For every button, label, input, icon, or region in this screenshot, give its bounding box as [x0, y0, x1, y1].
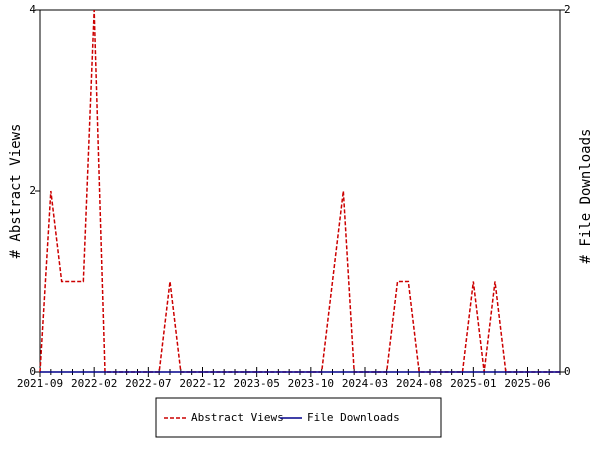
y2-axis-label: # File Downloads	[578, 129, 594, 264]
x-tick-label: 2021-09	[17, 377, 63, 390]
y2-tick-label: 2	[564, 3, 571, 16]
x-tick-label: 2022-07	[125, 377, 171, 390]
y-tick-label: 4	[29, 3, 36, 16]
x-tick-label: 2024-08	[396, 377, 442, 390]
x-tick-label: 2022-12	[179, 377, 225, 390]
y-tick-label: 2	[29, 184, 36, 197]
x-tick-label: 2023-05	[233, 377, 279, 390]
legend-label: Abstract Views	[191, 411, 284, 424]
x-tick-label: 2025-01	[450, 377, 496, 390]
legend-label: File Downloads	[307, 411, 400, 424]
x-tick-label: 2023-10	[288, 377, 334, 390]
y-axis-label: # Abstract Views	[8, 124, 24, 259]
x-tick-label: 2022-02	[71, 377, 117, 390]
y-tick-label: 0	[29, 365, 36, 378]
x-tick-label: 2025-06	[504, 377, 550, 390]
plot-frame	[39, 9, 561, 373]
y2-tick-label: 0	[564, 365, 571, 378]
x-tick-label: 2024-03	[342, 377, 388, 390]
series-line	[39, 9, 560, 373]
